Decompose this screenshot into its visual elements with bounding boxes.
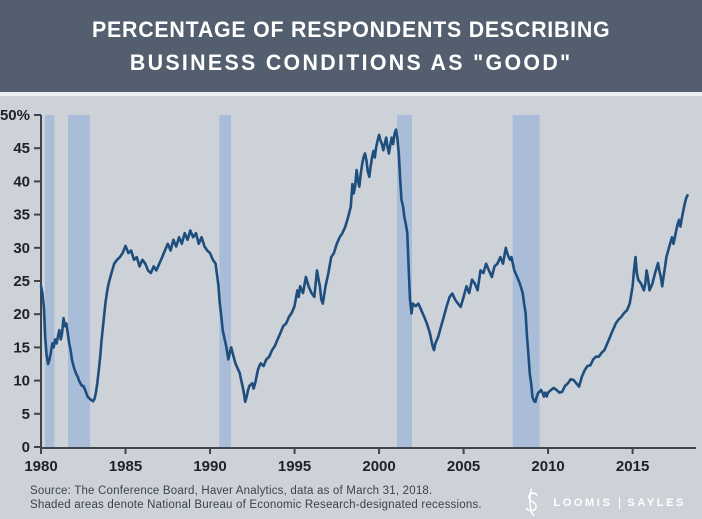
x-tick-label: 1995 xyxy=(278,458,311,475)
y-tick-label: 35 xyxy=(13,207,30,224)
x-tick-label: 2015 xyxy=(616,458,649,475)
chart-title-banner: PERCENTAGE OF RESPONDENTS DESCRIBING BUS… xyxy=(0,0,702,92)
x-tick-label: 1985 xyxy=(109,458,142,475)
banner-divider xyxy=(0,92,702,96)
footer: Source: The Conference Board, Haver Anal… xyxy=(0,480,702,519)
x-tick-label: 2000 xyxy=(362,458,395,475)
axis-lines xyxy=(40,115,696,449)
y-tick-label: 10 xyxy=(13,373,30,390)
recession-band xyxy=(219,115,231,448)
source-note-line-2: Shaded areas denote National Bureau of E… xyxy=(30,498,482,511)
data-series-line xyxy=(39,128,689,404)
loomis-sayles-logo: LOOMIS SAYLES xyxy=(521,488,686,517)
recession-band xyxy=(45,115,55,448)
y-tick-label: 40 xyxy=(13,173,30,190)
y-tick-label: 0 xyxy=(22,439,30,456)
recession-band xyxy=(68,115,90,448)
y-tick-label: 45 xyxy=(13,140,30,157)
source-note-line-1: Source: The Conference Board, Haver Anal… xyxy=(30,485,433,497)
y-tick-label: 5 xyxy=(22,406,30,423)
y-tick-label: 50% xyxy=(0,107,30,124)
loomis-sayles-monogram-icon xyxy=(526,488,538,517)
y-tick-label: 15 xyxy=(13,339,30,356)
y-tick-label: 25 xyxy=(13,273,30,290)
business-conditions-line-chart: 0 5 10 15 20 25 30 35 40 45 50% 1980 1985 1990 1995 200… xyxy=(0,107,696,475)
y-tick-label: 30 xyxy=(13,240,30,257)
x-tick-label: 1980 xyxy=(24,458,57,475)
wordmark-separator xyxy=(619,496,621,509)
wordmark-loomis: LOOMIS xyxy=(553,496,613,509)
page-title-line-1: PERCENTAGE OF RESPONDENTS DESCRIBING xyxy=(91,17,611,42)
source-note: Source: The Conference Board, Haver Anal… xyxy=(30,485,482,512)
page-title-line-2: BUSINESS CONDITIONS AS "GOOD" xyxy=(129,50,573,75)
loomis-sayles-wordmark: LOOMIS SAYLES xyxy=(553,496,686,509)
y-tick-label: 20 xyxy=(13,306,30,323)
recession-band xyxy=(512,115,540,448)
x-tick-label: 2005 xyxy=(447,458,480,475)
wordmark-sayles: SAYLES xyxy=(627,496,686,509)
x-tick-label: 2010 xyxy=(531,458,564,475)
x-tick-label: 1990 xyxy=(193,458,226,475)
